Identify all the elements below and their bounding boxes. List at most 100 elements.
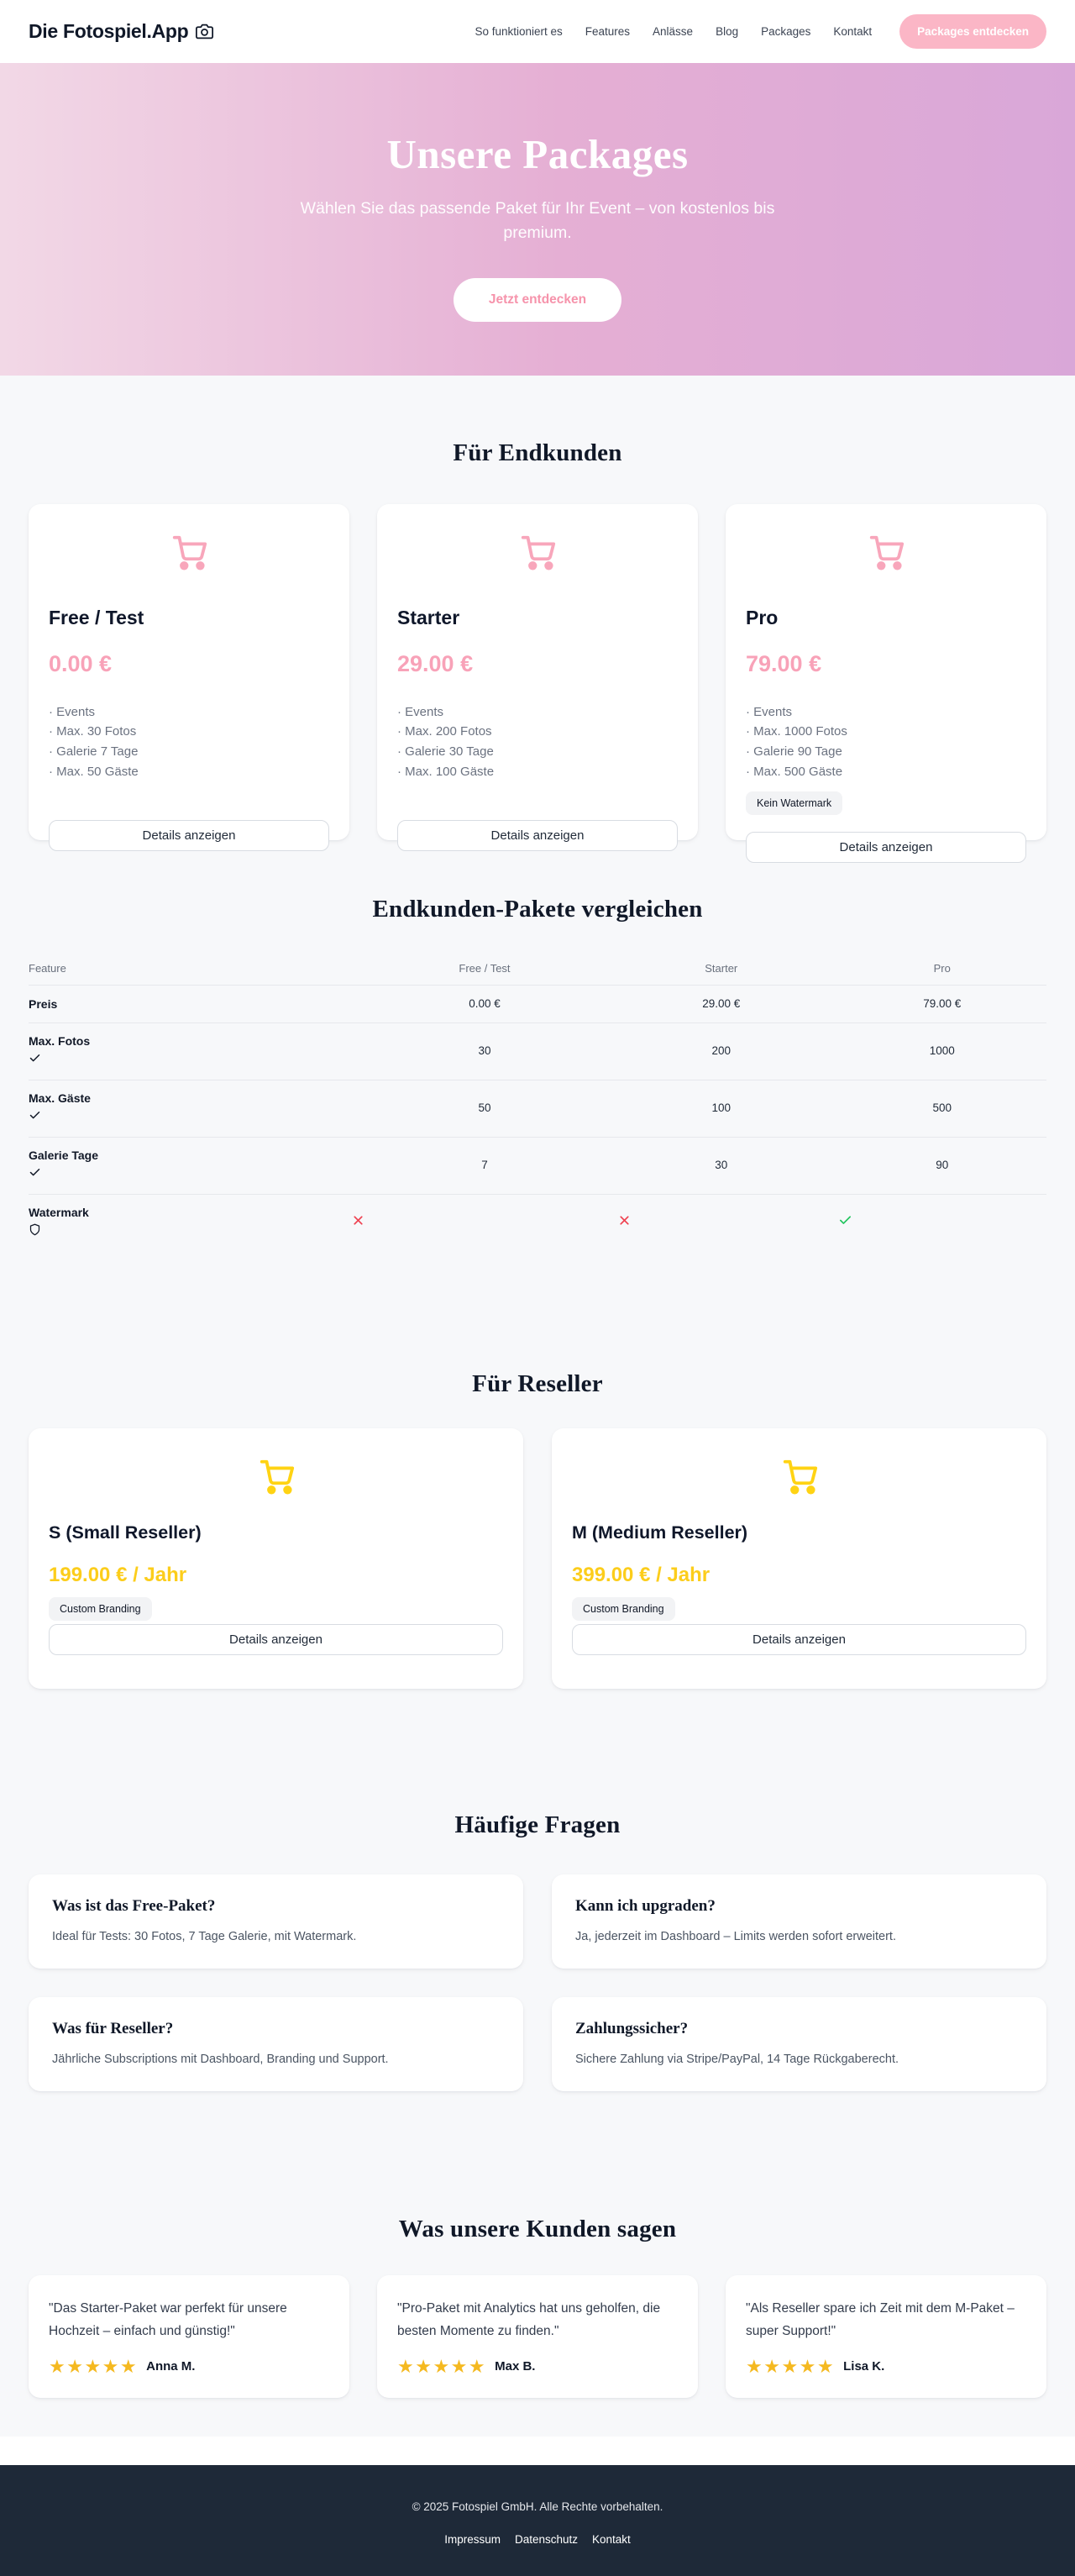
plan-feature: Events — [397, 702, 494, 723]
plan-feature: Max. 50 Gäste — [49, 762, 139, 782]
footer-link[interactable]: Datenschutz — [514, 2532, 579, 2546]
star-icon: ★★★★★ — [397, 2355, 487, 2377]
plan-features: EventsMax. 30 FotosGalerie 7 TageMax. 50… — [49, 702, 139, 782]
comparison-column-header: Pro — [933, 961, 951, 975]
check-icon — [29, 1109, 364, 1126]
plan-badge: Kein Watermark — [746, 791, 843, 816]
testimonial-card: "Als Reseller spare ich Zeit mit dem M-P… — [726, 2274, 1046, 2398]
plan-feature: Events — [746, 702, 847, 723]
comparison-header-row: Feature Free / Test Starter Pro — [29, 952, 1046, 986]
reseller-plan-price: 399.00 € / Jahr — [572, 1563, 711, 1586]
comparison-column-header: Starter — [705, 961, 738, 975]
faq-question: Zahlungssicher? — [575, 2019, 689, 2037]
comparison-value: 0.00 € — [469, 996, 501, 1010]
faq-answer: Sichere Zahlung via Stripe/PayPal, 14 Ta… — [575, 2052, 899, 2066]
section-comparison: Endkunden-Pakete vergleichen Feature Free… — [0, 840, 1075, 1251]
nav-link[interactable]: Anlässe — [653, 25, 694, 38]
plan-feature: Galerie 90 Tage — [746, 742, 847, 762]
section-faq: Häufige Fragen Was ist das Free-Paket? I… — [0, 1689, 1075, 2091]
plan-name: Starter — [397, 606, 460, 628]
testimonial-card: "Das Starter-Paket war perfekt für unser… — [29, 2274, 349, 2398]
footer-link[interactable]: Kontakt — [592, 2532, 631, 2546]
nav-link[interactable]: Features — [585, 25, 631, 38]
plan-feature: Max. 30 Fotos — [49, 722, 139, 742]
plan-name: Pro — [746, 606, 779, 628]
testimonial-quote: "Das Starter-Paket war perfekt für unser… — [49, 2300, 287, 2338]
testimonial-rating: ★★★★★ Lisa K. — [746, 2355, 1026, 2377]
x-icon — [351, 1213, 365, 1232]
customer-name: Anna M. — [146, 2359, 196, 2374]
plan-feature: Max. 100 Gäste — [397, 762, 494, 782]
details-button[interactable]: Details anzeigen — [49, 1623, 503, 1655]
comparison-value: 100 — [711, 1101, 732, 1114]
header: Die Fotospiel.App So funktioniert es Feat… — [0, 0, 1075, 63]
check-icon — [838, 1213, 852, 1232]
footer-link[interactable]: Impressum — [444, 2532, 501, 2546]
comparison-table: Feature Free / Test Starter Pro Preis 0.00 €… — [29, 952, 1046, 1251]
comparison-value: 500 — [932, 1101, 952, 1114]
details-button[interactable]: Details anzeigen — [746, 832, 1026, 864]
comparison-value: 30 — [478, 1044, 491, 1057]
shield-icon — [29, 1223, 364, 1240]
faq-question: Was für Reseller? — [52, 2019, 174, 2037]
comparison-column-header: Feature — [29, 961, 66, 975]
comparison-value: 30 — [715, 1159, 728, 1171]
plan-feature: Max. 200 Fotos — [397, 722, 494, 742]
hero-subtitle: Wählen Sie das passende Paket für Ihr Ev… — [300, 199, 775, 243]
comparison-row-label: Max. Gäste — [29, 1091, 91, 1105]
logo: Die Fotospiel.App — [29, 20, 214, 43]
comparison-row: Preis 0.00 € 29.00 € 79.00 € — [29, 984, 1046, 1023]
reseller-cards: S (Small Reseller) 199.00 € / Jahr Custo… — [29, 1427, 1046, 1689]
section-testimonials: Was unsere Kunden sagen "Das Starter-Pak… — [0, 2091, 1075, 2398]
main-content: Für Endkunden Free / Test 0.00 € EventsM… — [0, 375, 1075, 2437]
details-button[interactable]: Details anzeigen — [49, 820, 329, 852]
comparison-value: 29.00 € — [702, 996, 741, 1010]
reseller-badge: Custom Branding — [572, 1596, 675, 1621]
star-icon: ★★★★★ — [746, 2355, 836, 2377]
faq-card: Zahlungssicher? Sichere Zahlung via Stri… — [552, 1996, 1046, 2091]
faq-cards: Was ist das Free-Paket? Ideal für Tests:… — [29, 1874, 1046, 2091]
endkunden-heading: Für Endkunden — [453, 439, 622, 466]
shopping-cart-icon — [397, 533, 678, 571]
comparison-row-label: Watermark — [29, 1205, 89, 1219]
section-reseller: Für Reseller S (Small Reseller) 199.00 €… — [0, 1251, 1075, 1689]
comparison-row: Max. Fotos 30 200 1000 — [29, 1022, 1046, 1080]
testimonial-quote: "Als Reseller spare ich Zeit mit dem M-P… — [746, 2300, 1015, 2338]
plan-card: Pro 79.00 € EventsMax. 1000 FotosGalerie… — [726, 503, 1046, 864]
details-button[interactable]: Details anzeigen — [572, 1623, 1026, 1655]
nav-link[interactable]: Blog — [716, 25, 739, 38]
plan-feature: Max. 1000 Fotos — [746, 722, 847, 742]
nav-link[interactable]: Packages — [761, 25, 811, 38]
testimonial-rating: ★★★★★ Anna M. — [49, 2355, 329, 2377]
faq-question: Kann ich upgraden? — [575, 1896, 716, 1915]
comparison-row-label: Max. Fotos — [29, 1033, 91, 1048]
nav-link[interactable]: Kontakt — [833, 25, 873, 38]
plan-price: 29.00 € — [397, 650, 474, 676]
nav-link[interactable]: So funktioniert es — [475, 25, 563, 38]
comparison-row: Galerie Tage 7 30 90 — [29, 1136, 1046, 1194]
star-icon: ★★★★★ — [49, 2355, 139, 2377]
shopping-cart-icon — [49, 533, 329, 571]
check-icon — [29, 1052, 364, 1069]
testimonial-rating: ★★★★★ Max B. — [397, 2355, 678, 2377]
comparison-value: 90 — [936, 1159, 949, 1171]
copyright-text: © 2025 Fotospiel GmbH. Alle Rechte vorbe… — [412, 2500, 663, 2513]
camera-icon — [196, 24, 214, 39]
plan-price: 0.00 € — [49, 650, 113, 676]
reseller-card: M (Medium Reseller) 399.00 € / Jahr Cust… — [552, 1427, 1046, 1689]
details-button[interactable]: Details anzeigen — [397, 820, 678, 852]
comparison-row-label: Galerie Tage — [29, 1148, 99, 1162]
jetzt-entdecken-button[interactable]: Jetzt entdecken — [453, 277, 622, 322]
plan-feature: Events — [49, 702, 139, 723]
faq-card: Kann ich upgraden? Ja, jederzeit im Dash… — [552, 1874, 1046, 1969]
reseller-plan-price: 199.00 € / Jahr — [49, 1563, 187, 1586]
comparison-heading: Endkunden-Pakete vergleichen — [372, 895, 703, 923]
testimonial-cards: "Das Starter-Paket war perfekt für unser… — [29, 2274, 1046, 2398]
customer-name: Max B. — [495, 2359, 536, 2374]
packages-entdecken-button[interactable]: Packages entdecken — [899, 14, 1046, 49]
plan-feature: Galerie 7 Tage — [49, 742, 139, 762]
plan-card: Free / Test 0.00 € EventsMax. 30 FotosGa… — [29, 503, 349, 852]
hero: Unsere Packages Wählen Sie das passende … — [0, 63, 1075, 376]
faq-heading: Häufige Fragen — [454, 1811, 621, 1838]
footer: © 2025 Fotospiel GmbH. Alle Rechte vorbe… — [0, 2464, 1075, 2576]
